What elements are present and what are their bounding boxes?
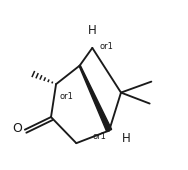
- Text: or1: or1: [59, 92, 73, 101]
- Text: H: H: [88, 24, 97, 37]
- Text: H: H: [122, 132, 131, 145]
- Polygon shape: [79, 65, 112, 132]
- Text: or1: or1: [100, 42, 114, 51]
- Text: O: O: [12, 122, 22, 135]
- Text: or1: or1: [93, 132, 107, 141]
